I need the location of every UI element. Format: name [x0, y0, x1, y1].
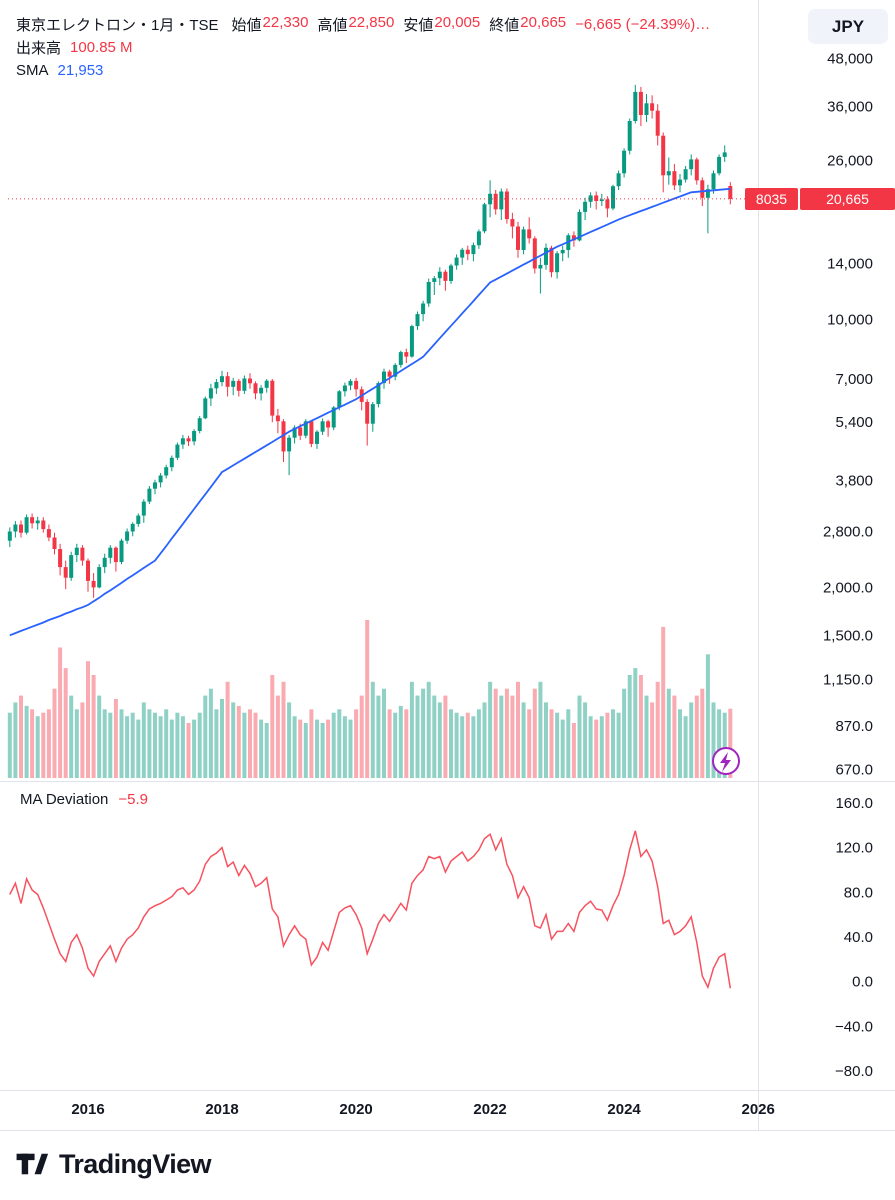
high-label: 高値	[317, 17, 348, 34]
quick-trade-lightning-button[interactable]	[712, 747, 740, 775]
deviation-tick-label[interactable]: −80.0	[835, 1063, 873, 1080]
brand-name: TradingView	[59, 1148, 212, 1179]
time-tick-label[interactable]: 2022	[473, 1101, 506, 1118]
time-tick-label[interactable]: 2016	[71, 1101, 104, 1118]
high-value: 22,850	[348, 14, 395, 31]
price-tick-label[interactable]: 7,000	[835, 371, 873, 388]
time-tick-label[interactable]: 2024	[607, 1101, 641, 1118]
price-tick-label[interactable]: 48,000	[827, 51, 873, 68]
price-tick-label[interactable]: 870.0	[835, 718, 873, 735]
price-tick-label[interactable]: 2,000.0	[823, 580, 873, 597]
sma-value: 21,953	[57, 62, 104, 79]
deviation-legend: MA Deviation −5.9	[20, 791, 148, 808]
open-label: 始値	[231, 17, 262, 34]
open-value: 22,330	[262, 14, 309, 31]
time-tick-label[interactable]: 2020	[339, 1101, 372, 1118]
sma-line	[9, 187, 731, 637]
price-tick-label[interactable]: 14,000	[827, 256, 873, 273]
deviation-value: −5.9	[118, 791, 148, 808]
price-tick-label[interactable]: 1,150.0	[823, 672, 873, 689]
price-tick-label[interactable]: 1,500.0	[823, 627, 873, 644]
symbol-ohlc-row: 東京エレクトロン・1月・TSE 始値 22,330 高値 22,850 安値 20,0…	[16, 13, 710, 36]
price-tick-label[interactable]: 26,000	[827, 153, 873, 170]
sma-row: SMA 21,953	[16, 59, 710, 82]
change-value: −6,665 (−24.39%)…	[575, 16, 711, 33]
price-tick-label[interactable]: 5,400	[835, 414, 873, 431]
time-tick-label[interactable]: 2018	[205, 1101, 238, 1118]
low-pair: 安値 20,005	[403, 14, 480, 35]
open-pair: 始値 22,330	[232, 14, 309, 35]
price-tick-label[interactable]: 3,800	[835, 473, 873, 490]
price-tick-label[interactable]: 36,000	[827, 99, 873, 116]
deviation-tick-label[interactable]: 0.0	[852, 974, 873, 991]
current-price-tag: 20,665	[800, 188, 895, 210]
deviation-tick-label[interactable]: 120.0	[835, 840, 873, 857]
high-pair: 高値 22,850	[317, 14, 394, 35]
volume-value: 100.85 M	[70, 39, 133, 56]
sma-label: SMA	[16, 62, 49, 79]
ma-deviation-line	[9, 830, 732, 990]
deviation-tick-label[interactable]: −40.0	[835, 1018, 873, 1035]
low-value: 20,005	[434, 14, 481, 31]
lightning-icon	[720, 752, 731, 772]
close-pair: 終値 20,665	[489, 14, 566, 35]
deviation-tick-label[interactable]: 160.0	[835, 795, 873, 812]
close-value: 20,665	[520, 14, 567, 31]
deviation-label: MA Deviation	[20, 791, 109, 808]
low-label: 安値	[403, 17, 434, 34]
price-tick-label[interactable]: 10,000	[827, 312, 873, 329]
symbol-title[interactable]: 東京エレクトロン・1月・TSE	[16, 17, 219, 34]
candles	[7, 84, 733, 598]
close-label: 終値	[489, 17, 520, 34]
tradingview-logo[interactable]: TradingView	[14, 1146, 212, 1182]
currency-button[interactable]: JPY	[808, 9, 888, 44]
time-tick-label[interactable]: 2026	[742, 1101, 775, 1118]
price-tick-label[interactable]: 2,800.0	[823, 524, 873, 541]
main-legend: 東京エレクトロン・1月・TSE 始値 22,330 高値 22,850 安値 20,0…	[16, 13, 710, 82]
price-tick-label[interactable]: 670.0	[835, 761, 873, 778]
tradingview-logo-icon	[16, 1153, 49, 1175]
volume-row: 出来高 100.85 M	[16, 36, 710, 59]
deviation-tick-label[interactable]: 80.0	[844, 884, 873, 901]
deviation-tick-label[interactable]: 40.0	[844, 929, 873, 946]
volume-label: 出来高	[16, 40, 62, 57]
volume-bars	[7, 620, 733, 778]
symbol-tag: 8035	[745, 188, 798, 210]
